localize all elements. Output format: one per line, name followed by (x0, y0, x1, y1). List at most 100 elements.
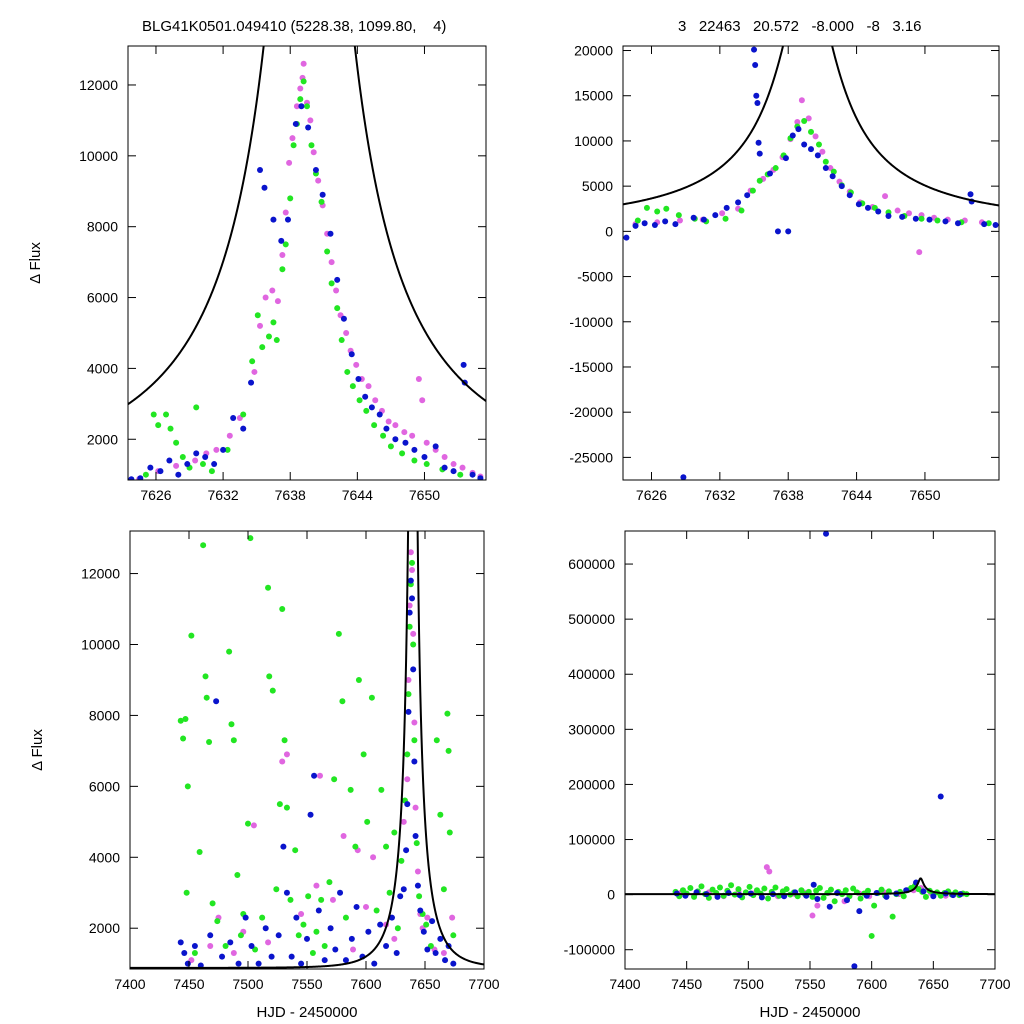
data-point-top-right-0-15 (819, 148, 826, 155)
model-curve-top-left (128, 46, 486, 406)
data-point-top-left-2-6 (184, 461, 191, 468)
data-point-bottom-left-1-51 (364, 818, 371, 825)
data-point-bottom-left-2-31 (353, 903, 360, 910)
data-point-bottom-left-1-55 (383, 843, 390, 850)
data-point-bottom-left-2-33 (365, 928, 372, 935)
data-point-top-left-1-39 (380, 432, 387, 439)
data-point-bottom-left-2-25 (321, 957, 328, 964)
data-point-top-left-0-30 (343, 329, 350, 336)
data-point-bottom-left-2-1 (181, 950, 188, 957)
data-point-top-left-0-42 (419, 397, 426, 404)
data-point-top-left-1-25 (300, 78, 307, 85)
data-point-top-right-2-18 (756, 150, 763, 157)
y-tick-label-bottom-right-5: 400000 (568, 666, 615, 682)
data-point-top-left-0-10 (262, 294, 269, 301)
data-point-bottom-left-1-30 (279, 606, 286, 613)
data-point-top-left-2-17 (278, 237, 285, 244)
data-point-bottom-left-1-34 (292, 847, 299, 854)
data-point-bottom-left-1-15 (226, 648, 233, 655)
data-point-top-right-2-15 (753, 92, 760, 99)
data-point-top-right-2-14 (752, 61, 759, 68)
data-point-bottom-right-1-62 (900, 893, 907, 900)
data-point-bottom-left-2-17 (283, 889, 290, 896)
y-tick-label-top-right-4: -5000 (577, 269, 613, 285)
data-point-bottom-left-2-11 (248, 942, 255, 949)
data-point-bottom-left-2-52 (420, 928, 427, 935)
data-point-bottom-left-2-27 (332, 946, 339, 953)
data-point-top-left-2-4 (166, 457, 173, 464)
data-point-bottom-left-1-59 (398, 857, 405, 864)
data-point-bottom-left-1-21 (245, 820, 251, 827)
data-point-top-left-0-16 (289, 135, 296, 142)
data-point-top-right-2-37 (912, 215, 919, 222)
data-point-top-left-0-22 (307, 117, 314, 124)
data-point-top-left-0-28 (333, 287, 340, 294)
data-point-bottom-left-1-53 (373, 907, 380, 914)
data-point-top-left-2-40 (460, 361, 467, 368)
y-tick-label-top-right-9: 20000 (574, 43, 613, 59)
data-point-bottom-right-2-8 (758, 894, 765, 901)
y-tick-label-bottom-right-1: 0 (607, 887, 615, 903)
data-point-top-left-0-35 (372, 397, 379, 404)
data-point-top-left-1-18 (273, 337, 280, 344)
data-point-bottom-left-2-50 (414, 882, 421, 889)
data-point-top-left-1-41 (399, 450, 406, 457)
data-point-bottom-left-2-57 (442, 957, 449, 964)
data-point-top-left-1-24 (297, 96, 304, 103)
data-point-top-left-1-5 (173, 439, 180, 446)
data-point-bottom-left-1-18 (234, 872, 241, 879)
data-point-bottom-left-2-14 (268, 953, 275, 960)
data-point-top-left-2-38 (441, 464, 448, 471)
data-point-bottom-left-1-16 (228, 721, 235, 728)
data-point-bottom-left-1-71 (423, 921, 430, 928)
data-point-top-left-0-47 (459, 464, 466, 471)
data-point-top-left-2-18 (284, 216, 291, 223)
data-point-bottom-left-2-7 (219, 953, 226, 960)
header-right: 3 22463 20.572 -8.000 -8 3.16 (678, 18, 922, 35)
data-point-bottom-left-2-37 (388, 914, 395, 921)
model-curve-bottom-right (625, 877, 995, 896)
data-point-top-left-1-4 (167, 425, 174, 432)
data-point-bottom-left-1-1 (180, 735, 187, 742)
data-point-top-left-0-24 (315, 177, 322, 184)
data-point-top-right-2-7 (690, 214, 697, 221)
y-tick-label-top-left-0: 2000 (87, 431, 118, 447)
x-tick-label-bottom-right-5: 7650 (918, 976, 949, 992)
x-tick-label-top-right-2: 7638 (773, 487, 804, 503)
data-point-top-left-1-15 (259, 344, 266, 351)
data-point-bottom-left-1-37 (305, 893, 312, 900)
data-point-top-right-2-4 (662, 218, 669, 225)
data-point-bottom-left-1-7 (196, 848, 203, 855)
data-point-top-left-1-6 (179, 453, 186, 460)
data-point-bottom-left-1-77 (445, 747, 452, 754)
data-point-bottom-left-1-31 (281, 737, 288, 744)
data-point-bottom-left-0-23 (406, 602, 413, 609)
data-point-top-right-2-25 (801, 141, 808, 148)
data-point-bottom-left-1-56 (386, 889, 393, 896)
data-point-top-left-0-40 (409, 432, 416, 439)
data-point-top-left-0-38 (392, 422, 399, 429)
data-point-top-left-2-31 (376, 411, 383, 418)
data-point-top-right-0-12 (798, 97, 805, 104)
data-point-top-left-2-2 (147, 464, 154, 471)
points-top-right (623, 46, 999, 480)
data-point-bottom-left-1-48 (352, 843, 359, 850)
data-point-top-right-2-17 (755, 139, 762, 146)
data-point-top-left-1-0 (142, 471, 149, 478)
data-point-top-left-0-27 (328, 259, 335, 266)
data-point-bottom-left-1-78 (446, 829, 453, 836)
data-point-top-left-1-34 (344, 368, 351, 375)
data-point-top-right-2-12 (744, 192, 751, 199)
data-point-bottom-left-2-24 (315, 907, 322, 914)
plot-frame-top-left (127, 45, 487, 481)
data-point-bottom-left-1-76 (444, 710, 451, 717)
x-tick-label-top-left-1: 7632 (208, 487, 239, 503)
data-point-top-left-1-12 (240, 411, 247, 418)
data-point-top-right-2-40 (954, 220, 961, 227)
data-point-top-left-1-3 (163, 411, 170, 418)
data-point-top-right-1-4 (675, 212, 682, 219)
y-tick-label-bottom-left-0: 2000 (89, 920, 120, 936)
data-point-bottom-left-1-57 (391, 829, 398, 836)
data-point-bottom-left-0-32 (424, 914, 431, 921)
data-point-top-right-1-16 (801, 118, 808, 125)
